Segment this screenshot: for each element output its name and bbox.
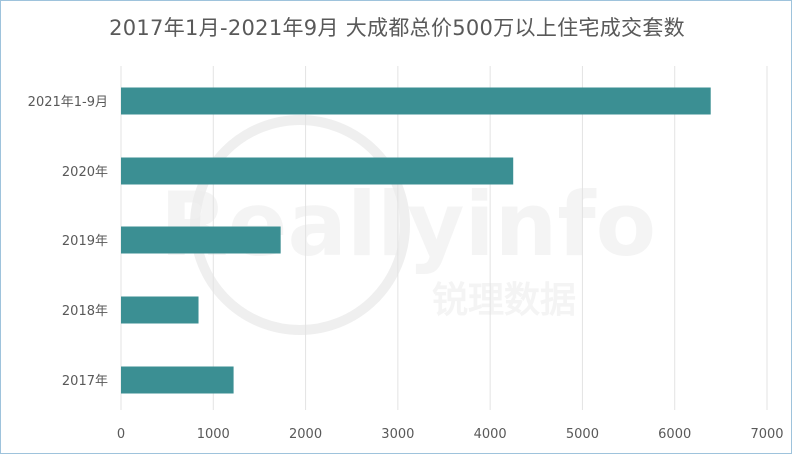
x-tick-label: 2000 bbox=[289, 427, 322, 442]
watermark-text: Reallyinfo bbox=[160, 173, 656, 276]
x-tick-label: 0 bbox=[117, 427, 125, 442]
x-tick-label: 1000 bbox=[197, 427, 230, 442]
bar-4 bbox=[121, 366, 234, 394]
watermark-logo: Reallyinfo 锐理数据 bbox=[160, 115, 656, 335]
category-label: 2017年 bbox=[62, 374, 108, 389]
x-tick-label: 4000 bbox=[474, 427, 507, 442]
bar-3 bbox=[121, 296, 199, 324]
bar-2 bbox=[121, 226, 281, 254]
category-label: 2018年 bbox=[62, 304, 108, 319]
watermark-subtext: 锐理数据 bbox=[432, 280, 576, 321]
x-tick-label: 6000 bbox=[658, 427, 691, 442]
x-tick-label: 5000 bbox=[566, 427, 599, 442]
x-tick-label: 3000 bbox=[381, 427, 414, 442]
chart-title: 2017年1月-2021年9月 大成都总价500万以上住宅成交套数 bbox=[109, 16, 685, 40]
category-label: 2021年1-9月 bbox=[28, 95, 108, 110]
category-label: 2019年 bbox=[62, 234, 108, 249]
bar-1 bbox=[121, 157, 514, 185]
bar-0 bbox=[121, 87, 711, 115]
x-tick-label: 7000 bbox=[750, 427, 783, 442]
category-label: 2020年 bbox=[62, 165, 108, 180]
